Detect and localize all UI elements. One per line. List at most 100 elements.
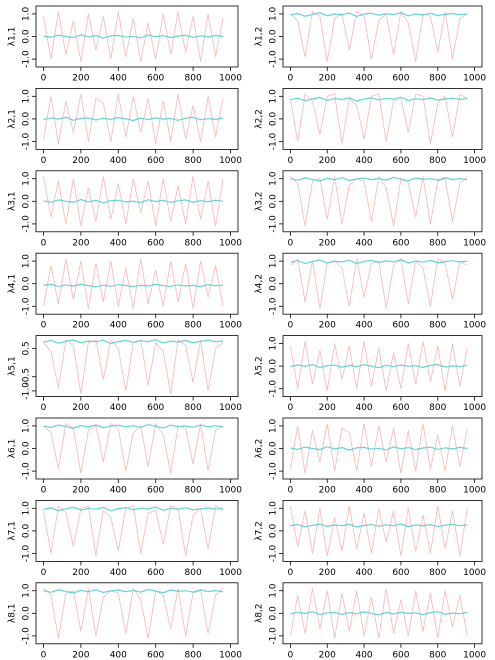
y-tick-label: -1.0 xyxy=(269,132,279,150)
x-tick-label: 1000 xyxy=(219,403,242,413)
y-tick-label: 1.0 xyxy=(269,501,279,516)
y-tick-label: 0.0 xyxy=(22,523,32,538)
y-tick-label: -1.0 xyxy=(269,215,279,233)
y-tick-label: 1.0 xyxy=(22,171,32,186)
trace-line xyxy=(290,11,468,18)
x-tick-label: 600 xyxy=(392,486,409,496)
x-tick-label: 1000 xyxy=(463,403,486,413)
x-tick-label: 600 xyxy=(147,650,164,660)
y-axis-label: λ4,1 xyxy=(8,274,18,294)
x-tick-label: 1000 xyxy=(463,74,486,84)
x-tick-label: 0 xyxy=(288,568,294,578)
y-tick-label: 1.0 xyxy=(269,336,279,351)
x-tick-label: 600 xyxy=(147,238,164,248)
x-tick-label: 400 xyxy=(355,238,372,248)
x-tick-label: 200 xyxy=(72,156,89,166)
x-tick-label: 800 xyxy=(429,486,446,496)
y-tick-label: 0.0 xyxy=(22,441,32,456)
x-tick-label: 1000 xyxy=(219,321,242,331)
x-tick-label: 400 xyxy=(110,321,127,331)
x-tick-label: 400 xyxy=(355,74,372,84)
y-tick-label: 1.0 xyxy=(22,501,32,516)
x-tick-label: 800 xyxy=(429,321,446,331)
x-tick-label: 1000 xyxy=(463,486,486,496)
y-axis-label: λ3,2 xyxy=(255,191,265,211)
y-tick-label: 0.0 xyxy=(22,276,32,291)
y-tick-label: 1.0 xyxy=(22,583,32,598)
x-tick-label: 400 xyxy=(355,568,372,578)
trace-line xyxy=(43,587,224,639)
y-tick-label: -1.0 xyxy=(269,380,279,398)
x-tick-label: 600 xyxy=(392,321,409,331)
x-tick-label: 200 xyxy=(319,238,336,248)
y-axis-label: λ7,2 xyxy=(255,521,265,541)
trace-line xyxy=(290,176,468,182)
trace-line xyxy=(290,505,468,556)
x-tick-label: 0 xyxy=(41,321,47,331)
y-tick-label: -1.0 xyxy=(22,462,32,480)
x-tick-label: 800 xyxy=(185,74,202,84)
x-tick-label: 1000 xyxy=(463,568,486,578)
x-tick-label: 800 xyxy=(185,486,202,496)
trace-line xyxy=(290,175,468,227)
x-tick-label: 400 xyxy=(110,238,127,248)
trace-line xyxy=(290,341,468,392)
y-axis-label: λ5,2 xyxy=(255,356,265,376)
y-tick-label: -1.0 xyxy=(269,50,279,68)
trace-line xyxy=(290,611,468,616)
y-tick-label: 1.0 xyxy=(22,418,32,433)
trace-line xyxy=(290,363,468,369)
trace-line xyxy=(290,423,468,474)
trace-line xyxy=(290,446,468,451)
x-tick-label: 400 xyxy=(110,74,127,84)
x-tick-label: 400 xyxy=(355,486,372,496)
y-axis-label: λ4,2 xyxy=(255,274,265,294)
x-tick-label: 1000 xyxy=(219,156,242,166)
x-tick-label: 0 xyxy=(288,403,294,413)
trace-line xyxy=(43,422,224,474)
y-tick-label: 0.0 xyxy=(269,29,279,44)
x-tick-label: 0 xyxy=(41,238,47,248)
trace-line xyxy=(290,523,468,528)
y-tick-label: 1.0 xyxy=(269,171,279,186)
x-tick-label: 200 xyxy=(72,74,89,84)
trace-line xyxy=(43,34,224,39)
x-tick-label: 800 xyxy=(185,238,202,248)
y-tick-label: -1.0 xyxy=(22,50,32,68)
trace-line xyxy=(43,506,224,512)
trace-line xyxy=(43,588,224,594)
y-tick-label: 1.0 xyxy=(269,418,279,433)
x-tick-label: 800 xyxy=(185,568,202,578)
y-tick-label: -1.0 xyxy=(22,382,32,400)
y-axis-label: λ2,1 xyxy=(8,109,18,129)
x-tick-label: 400 xyxy=(110,650,127,660)
trace-line xyxy=(43,423,224,429)
y-tick-label: 0.0 xyxy=(269,441,279,456)
y-axis-label: λ5,1 xyxy=(8,356,18,376)
x-tick-label: 0 xyxy=(288,156,294,166)
x-tick-label: 600 xyxy=(147,568,164,578)
x-tick-label: 600 xyxy=(392,156,409,166)
x-tick-label: 1000 xyxy=(463,156,486,166)
x-tick-label: 0 xyxy=(288,486,294,496)
x-tick-label: 800 xyxy=(429,650,446,660)
y-tick-label: 0.0 xyxy=(269,606,279,621)
x-tick-label: 600 xyxy=(147,156,164,166)
y-tick-label: 1.0 xyxy=(22,6,32,21)
y-tick-label: 1.0 xyxy=(269,254,279,269)
y-tick-label: -1.0 xyxy=(269,544,279,562)
x-tick-label: 600 xyxy=(392,74,409,84)
x-tick-label: 400 xyxy=(355,321,372,331)
x-tick-label: 0 xyxy=(288,74,294,84)
x-tick-label: 200 xyxy=(319,650,336,660)
x-tick-label: 800 xyxy=(185,403,202,413)
x-tick-label: 200 xyxy=(319,321,336,331)
x-tick-label: 1000 xyxy=(219,486,242,496)
x-tick-label: 0 xyxy=(41,156,47,166)
x-tick-label: 200 xyxy=(72,650,89,660)
x-tick-label: 800 xyxy=(185,321,202,331)
x-tick-label: 0 xyxy=(288,650,294,660)
x-tick-label: 600 xyxy=(147,74,164,84)
x-tick-label: 600 xyxy=(147,403,164,413)
